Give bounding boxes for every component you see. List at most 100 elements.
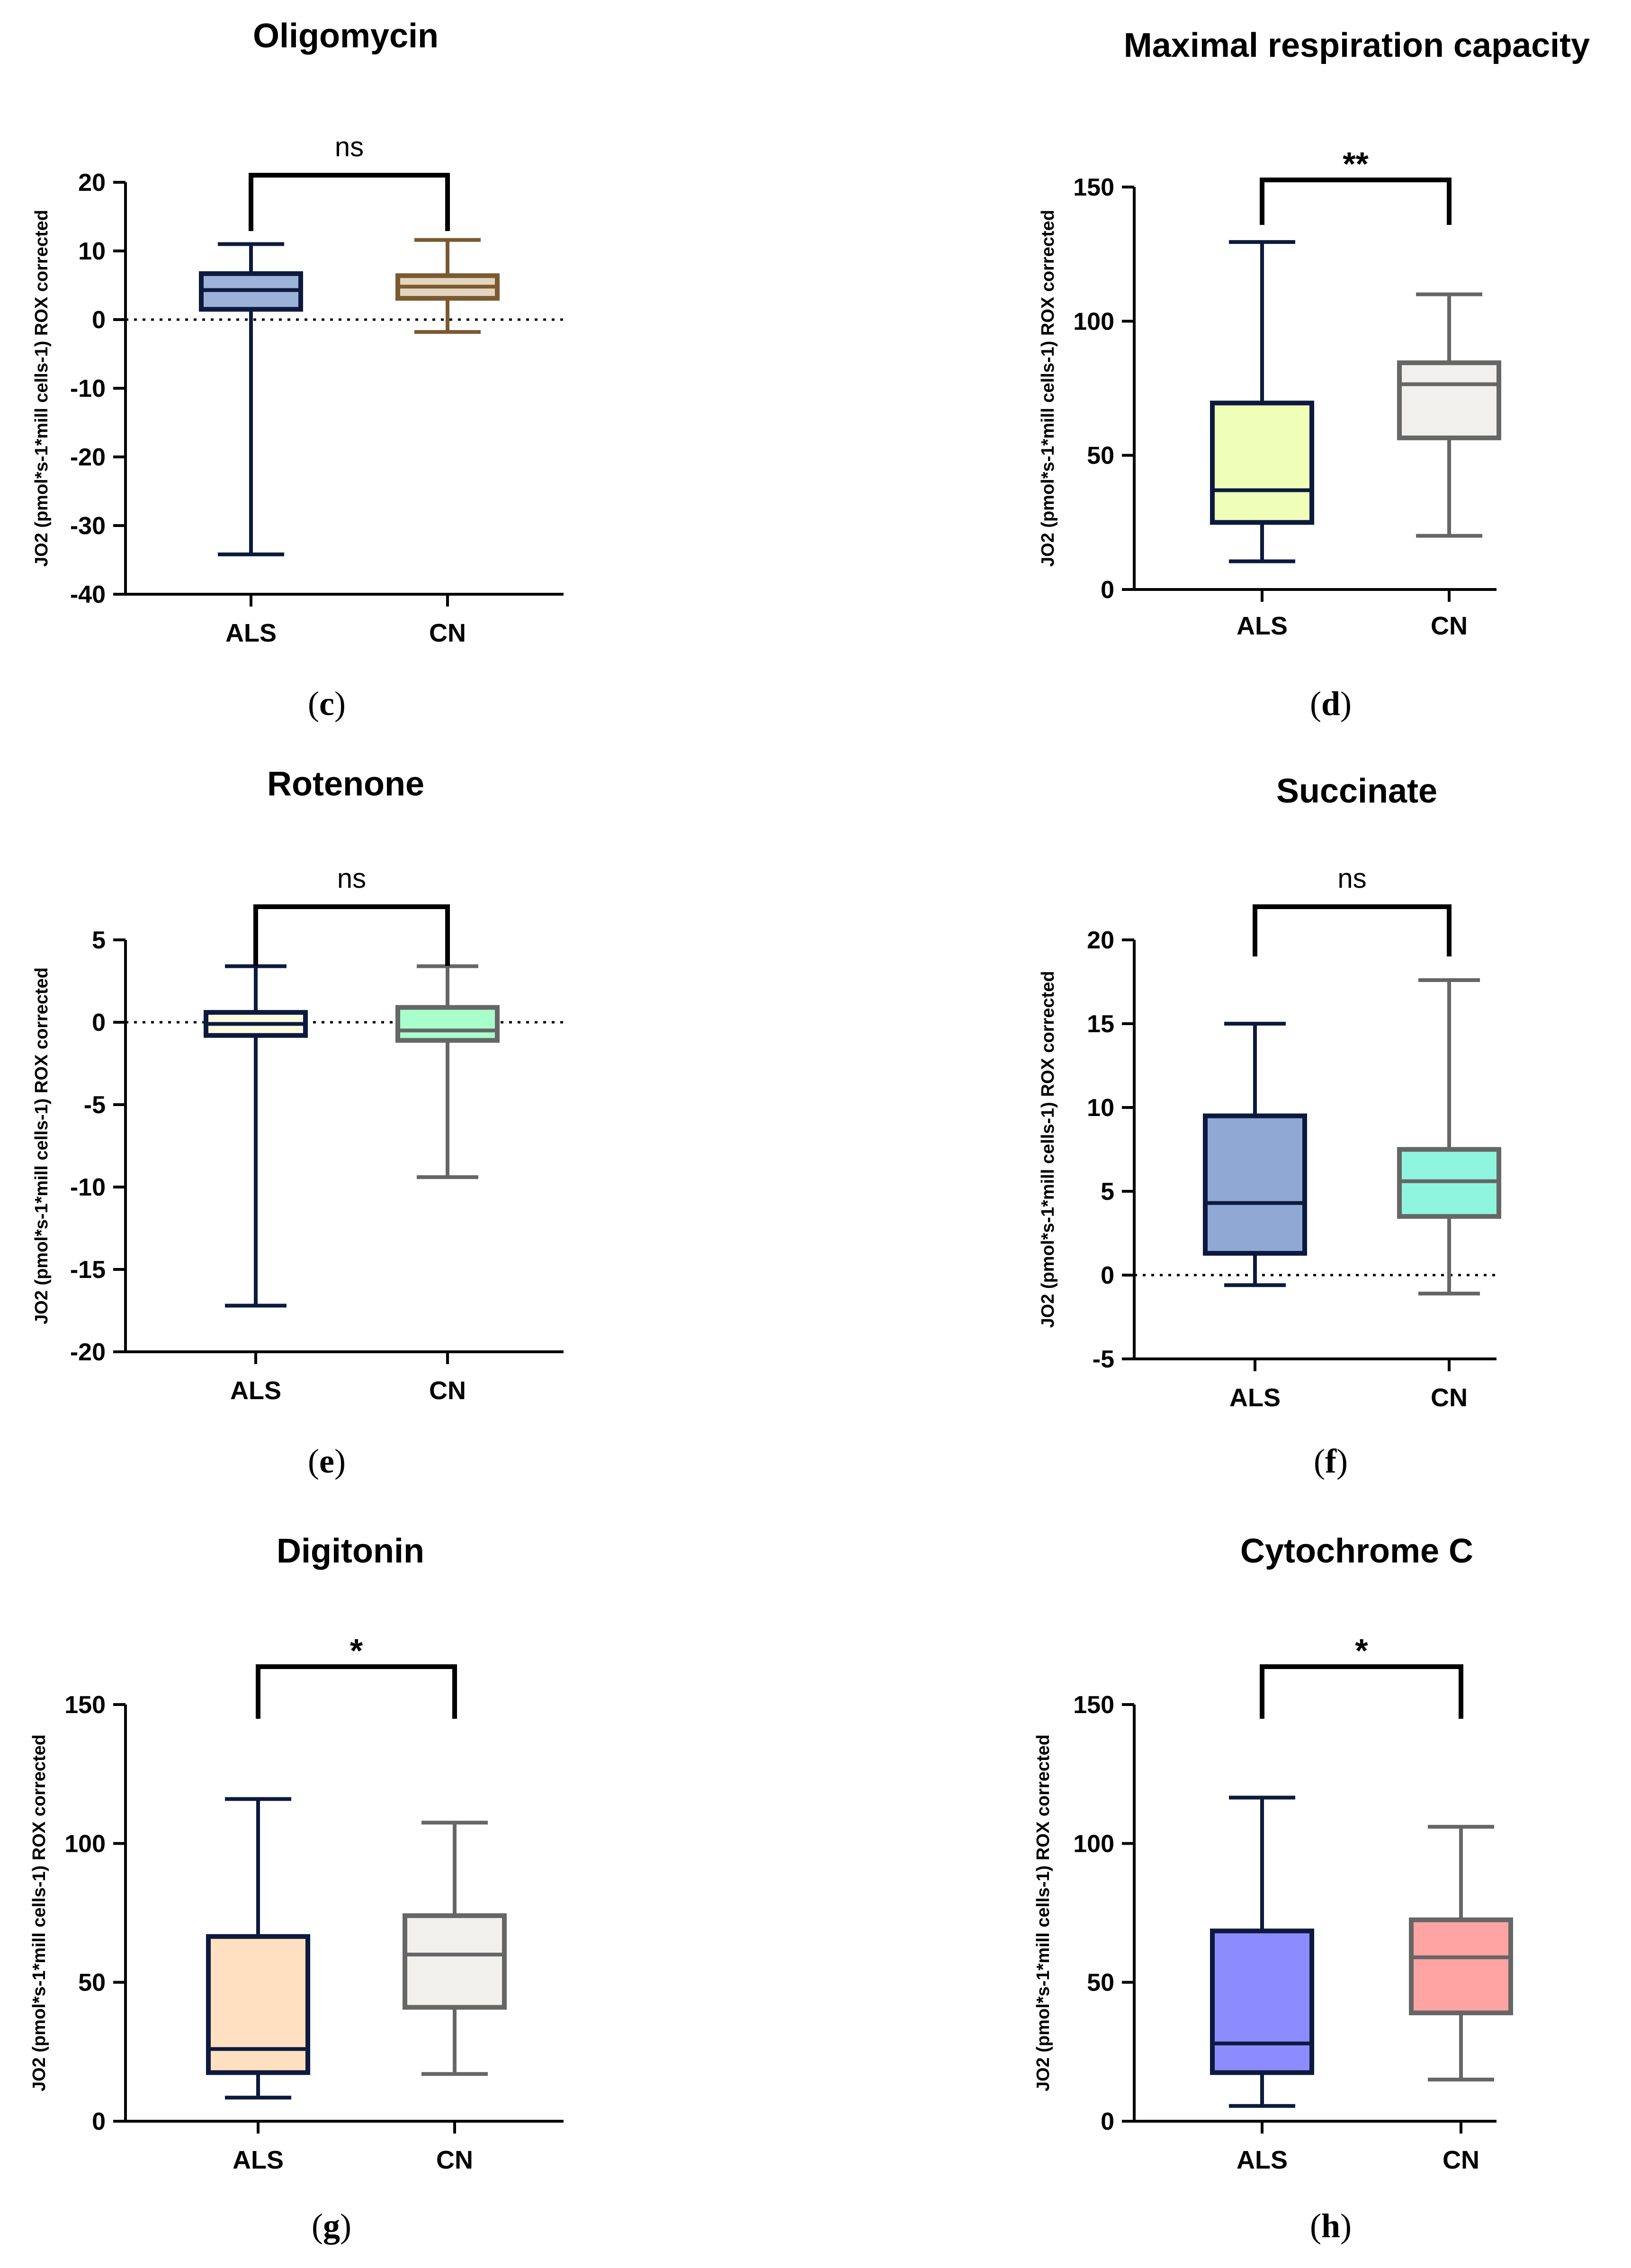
y-axis-label: JO2 (pmol*s-1*mill cells-1) ROX correcte… xyxy=(1033,1734,1053,2091)
x-tick-label: CN xyxy=(1431,612,1468,640)
chart-panel-f: Succinate JO2 (pmol*s-1*mill cells-1) ROX… xyxy=(1038,772,1501,1480)
iqr-box xyxy=(206,1934,310,2075)
box-cn xyxy=(1409,1825,1513,2081)
significance-bracket xyxy=(256,1664,457,1719)
y-tick-label: 150 xyxy=(64,1691,106,1719)
x-tick-label: CN xyxy=(436,2146,473,2174)
chart-title: Succinate xyxy=(1276,772,1437,810)
box-als xyxy=(199,242,303,556)
chart-panel-c: Oligomycin JO2 (pmol*s-1*mill cells-1) RO… xyxy=(32,17,564,723)
y-tick-label: 0 xyxy=(1101,2108,1114,2135)
chart-panel-h: Cytochrome C JO2 (pmol*s-1*mill cells-1) … xyxy=(1033,1532,1513,2245)
iqr-box xyxy=(395,1005,500,1043)
x-tick-label: ALS xyxy=(1229,1384,1281,1412)
y-tick-label: 0 xyxy=(92,1009,106,1036)
y-tick-label: -5 xyxy=(1093,1346,1114,1373)
y-tick-label: -10 xyxy=(70,1174,106,1201)
box-cn xyxy=(395,238,500,334)
iqr-box xyxy=(1409,1917,1513,2016)
significance-bracket xyxy=(1260,178,1452,225)
box-als xyxy=(1210,1795,1314,2108)
significance-label: ** xyxy=(1343,145,1369,182)
box-cn xyxy=(395,964,500,1179)
chart-title: Maximal respiration capacity xyxy=(1124,27,1590,64)
chart-panel-d: Maximal respiration capacity JO2 (pmol*s-… xyxy=(1038,27,1590,723)
panel-label: (c) xyxy=(308,685,346,723)
panel-label: (g) xyxy=(312,2207,351,2245)
significance-label: ns xyxy=(337,863,366,894)
iqr-box xyxy=(1203,1113,1307,1256)
y-tick-label: 50 xyxy=(78,1969,106,1997)
y-tick-label: -5 xyxy=(84,1091,106,1119)
chart-title: Cytochrome C xyxy=(1240,1532,1473,1570)
y-axis-label: JO2 (pmol*s-1*mill cells-1) ROX correcte… xyxy=(29,1734,49,2091)
x-tick-label: ALS xyxy=(230,1376,281,1405)
chart-title: Digitonin xyxy=(277,1532,424,1570)
y-tick-label: 5 xyxy=(1101,1178,1114,1205)
box-cn xyxy=(403,1821,507,2076)
iqr-box xyxy=(1397,360,1501,440)
y-tick-label: -30 xyxy=(70,512,106,540)
chart-panel-e: Rotenone JO2 (pmol*s-1*mill cells-1) ROX … xyxy=(32,765,564,1480)
significance-label: * xyxy=(1355,1632,1368,1669)
box-als xyxy=(1203,1022,1307,1287)
significance-label: ns xyxy=(335,132,364,162)
y-tick-label: 100 xyxy=(1073,308,1114,335)
y-tick-label: -10 xyxy=(70,375,106,402)
significance-bracket xyxy=(1260,1664,1463,1719)
significance-label: * xyxy=(350,1632,363,1669)
x-tick-label: CN xyxy=(429,1376,466,1405)
box-cn xyxy=(1397,978,1501,1295)
y-tick-label: 0 xyxy=(1101,576,1114,604)
y-tick-label: 50 xyxy=(1087,1969,1114,1997)
box-als xyxy=(206,1797,310,2100)
x-tick-label: CN xyxy=(429,619,466,647)
chart-panel-g: Digitonin JO2 (pmol*s-1*mill cells-1) ROX… xyxy=(29,1532,564,2245)
y-axis-label: JO2 (pmol*s-1*mill cells-1) ROX correcte… xyxy=(32,967,52,1324)
y-tick-label: 10 xyxy=(78,238,106,265)
x-tick-label: ALS xyxy=(225,619,277,647)
panel-label: (e) xyxy=(308,1442,346,1480)
y-axis-label: JO2 (pmol*s-1*mill cells-1) ROX correcte… xyxy=(1038,210,1058,567)
y-tick-label: 20 xyxy=(78,169,106,196)
y-tick-label: 0 xyxy=(1101,1262,1114,1289)
x-tick-label: CN xyxy=(1431,1384,1468,1412)
iqr-box xyxy=(403,1913,507,2010)
significance-bracket xyxy=(1253,904,1452,956)
y-tick-label: 50 xyxy=(1087,442,1114,470)
significance-label: ns xyxy=(1337,863,1366,894)
y-tick-label: -20 xyxy=(70,1339,106,1366)
iqr-box xyxy=(1210,1929,1314,2075)
x-tick-label: ALS xyxy=(1237,612,1288,640)
box-als xyxy=(1210,240,1314,563)
y-tick-label: -20 xyxy=(70,444,106,471)
iqr-box xyxy=(1210,401,1314,525)
y-axis-label: JO2 (pmol*s-1*mill cells-1) ROX correcte… xyxy=(1038,971,1058,1328)
y-tick-label: 0 xyxy=(92,306,106,334)
y-axis-label: JO2 (pmol*s-1*mill cells-1) ROX correcte… xyxy=(32,210,52,567)
panel-label: (f) xyxy=(1314,1442,1348,1480)
y-tick-label: 100 xyxy=(64,1830,106,1857)
significance-bracket xyxy=(249,173,450,231)
significance-bracket xyxy=(253,904,450,966)
y-tick-label: 150 xyxy=(1073,1691,1114,1719)
y-tick-label: 10 xyxy=(1087,1094,1114,1122)
box-als xyxy=(204,964,308,1308)
box-cn xyxy=(1397,292,1501,538)
chart-title: Rotenone xyxy=(267,765,424,803)
y-tick-label: 15 xyxy=(1087,1010,1114,1038)
y-tick-label: 150 xyxy=(1073,174,1114,201)
y-tick-label: 5 xyxy=(92,927,106,954)
x-tick-label: ALS xyxy=(1237,2146,1288,2174)
chart-title: Oligomycin xyxy=(253,17,439,55)
y-tick-label: 0 xyxy=(92,2108,106,2135)
y-tick-label: -15 xyxy=(70,1256,106,1284)
x-tick-label: CN xyxy=(1443,2146,1479,2174)
y-tick-label: 20 xyxy=(1087,927,1114,954)
panel-label: (d) xyxy=(1310,685,1352,723)
panel-label: (h) xyxy=(1310,2207,1352,2245)
x-tick-label: ALS xyxy=(233,2146,284,2174)
y-tick-label: -40 xyxy=(70,581,106,608)
y-tick-label: 100 xyxy=(1073,1830,1114,1857)
